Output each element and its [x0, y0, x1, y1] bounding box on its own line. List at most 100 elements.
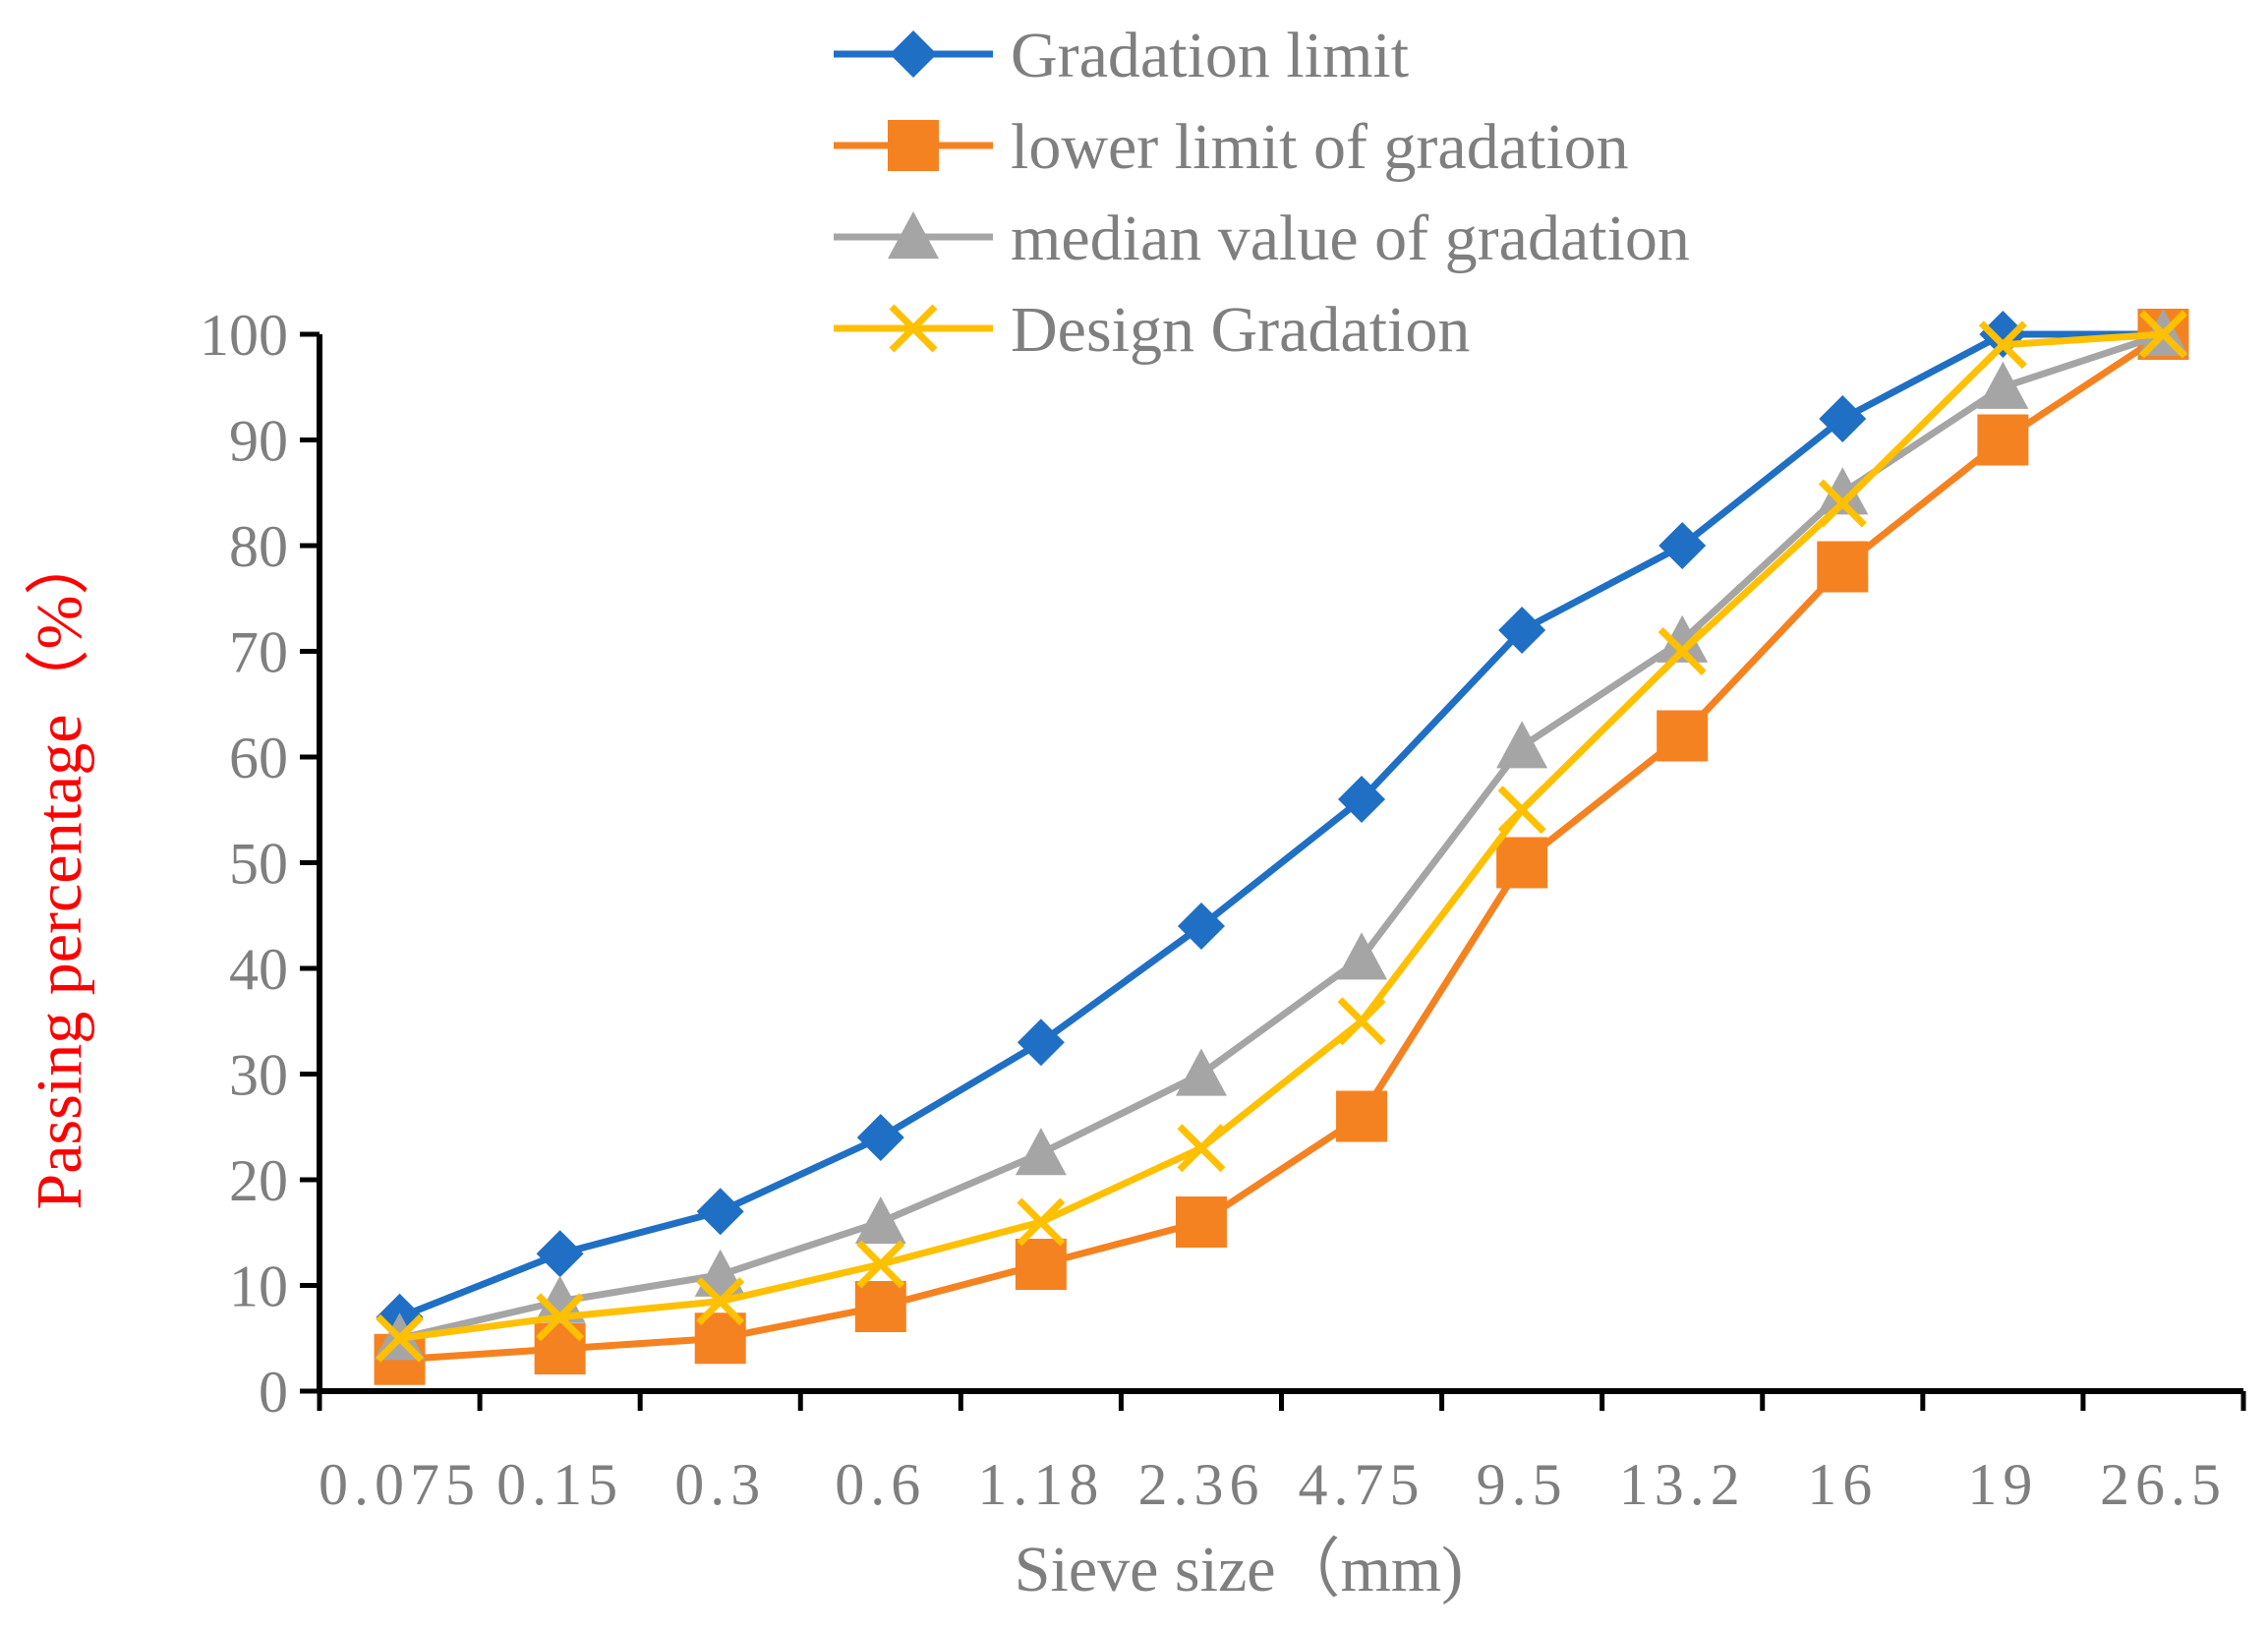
y-tick-label: 40 [229, 937, 288, 1002]
data-point-design-gradation-stroke [2138, 310, 2187, 359]
data-point-design-gradation [1017, 1197, 1066, 1247]
data-point-design-gradation [856, 1240, 905, 1289]
data-point-lower-limit-of-gradation [1336, 1090, 1388, 1142]
legend-item-lower-limit-of-gradation: lower limit of gradation [834, 111, 1629, 183]
data-point-lower-limit-of-gradation [1496, 837, 1548, 889]
data-point-design-gradation-stroke [1337, 997, 1386, 1046]
x-tick-label: 0.6 [835, 1452, 926, 1517]
x-tick-label: 2.36 [1137, 1452, 1264, 1517]
data-point-gradation-limit [856, 1114, 904, 1161]
data-point-design-gradation [1978, 321, 2027, 370]
x-tick-label: 4.75 [1299, 1452, 1425, 1517]
data-point-design-gradation-stroke [376, 1313, 425, 1363]
series-median-value-of-gradation [374, 309, 2189, 1361]
data-point-design-gradation [536, 1293, 585, 1342]
series-line-design-gradation [399, 330, 2164, 1342]
x-tick-label: 0.3 [674, 1452, 766, 1517]
legend-item-median-value-of-gradation: median value of gradation [834, 203, 1690, 274]
data-point-gradation-limit [1498, 607, 1546, 654]
series-lower-limit-of-gradation [374, 309, 2189, 1385]
data-point-gradation-limit [536, 1230, 584, 1278]
x-tick-label: 13.2 [1619, 1452, 1746, 1517]
data-point-gradation-limit [1017, 1019, 1065, 1067]
y-tick-label: 10 [229, 1254, 288, 1319]
data-point-lower-limit-of-gradation [854, 1281, 906, 1332]
legend-label: median value of gradation [1011, 203, 1690, 274]
data-point-median-value-of-gradation [1175, 1048, 1227, 1096]
data-point-median-value-of-gradation [1657, 614, 1709, 663]
tick-labels: 0 10 20 30 40 50 60 70 80 90 100 0.075 0.15 0.3 0.6 1.1… [200, 303, 2246, 1517]
legend-marker-median-value-of-gradation [888, 211, 939, 260]
x-tick-label: 9.5 [1477, 1452, 1568, 1517]
data-point-gradation-limit [1177, 903, 1225, 950]
x-tick-label: 0.15 [496, 1452, 623, 1517]
x-tick-label: 0.075 [319, 1452, 481, 1517]
data-point-median-value-of-gradation [1817, 467, 1869, 515]
data-point-design-gradation [1337, 997, 1386, 1046]
data-point-design-gradation [376, 1313, 425, 1363]
data-point-median-value-of-gradation [854, 1196, 906, 1245]
data-point-design-gradation [2138, 310, 2187, 359]
series-group [374, 309, 2189, 1385]
x-tick-label: 16 [1807, 1452, 1878, 1517]
y-tick-label: 30 [229, 1043, 288, 1108]
legend-item-gradation-limit: Gradation limit [834, 20, 1409, 91]
data-point-median-value-of-gradation [1336, 932, 1388, 980]
data-point-design-gradation [1818, 479, 1867, 528]
data-point-median-value-of-gradation [1977, 361, 2029, 409]
data-point-gradation-limit [1819, 395, 1867, 442]
y-tick-label: 20 [229, 1148, 288, 1213]
data-point-design-gradation-stroke [1017, 1197, 1066, 1247]
series-line-median-value-of-gradation [398, 330, 2165, 1342]
legend-label: lower limit of gradation [1011, 111, 1629, 183]
data-point-gradation-limit [1338, 776, 1386, 823]
y-tick-label: 100 [200, 303, 288, 368]
legend-marker-gradation-limit [890, 30, 937, 78]
data-point-design-gradation-stroke [536, 1293, 585, 1342]
data-point-lower-limit-of-gradation [1657, 710, 1709, 762]
legend-marker-lower-limit-of-gradation [888, 120, 939, 171]
data-point-median-value-of-gradation [1015, 1128, 1067, 1176]
x-axis-title: Sieve size（mm) [1015, 1534, 1463, 1605]
data-point-median-value-of-gradation [694, 1249, 746, 1297]
legend-item-design-gradation: Design Gradation [834, 294, 1470, 366]
x-tick-label: 19 [1967, 1452, 2038, 1517]
legend-marker-design-gradation-stroke [889, 304, 938, 353]
data-point-design-gradation-stroke [1177, 1124, 1226, 1173]
x-tick-label: 26.5 [2100, 1452, 2227, 1517]
data-point-median-value-of-gradation [534, 1275, 586, 1323]
data-point-design-gradation-stroke [696, 1277, 745, 1326]
data-point-lower-limit-of-gradation [1977, 414, 2029, 466]
data-point-median-value-of-gradation [1496, 721, 1548, 769]
data-point-design-gradation [1497, 786, 1546, 835]
data-point-gradation-limit [1979, 311, 2027, 358]
y-axis-title: Passing percentage（%） [24, 531, 95, 1210]
data-point-design-gradation-stroke [856, 1240, 905, 1289]
data-point-design-gradation [696, 1277, 745, 1326]
data-point-design-gradation-stroke [1657, 627, 1707, 675]
data-point-design-gradation-stroke [1978, 321, 2027, 370]
y-tick-label: 90 [229, 409, 288, 474]
data-point-lower-limit-of-gradation [1817, 541, 1869, 593]
data-point-gradation-limit [696, 1188, 744, 1236]
data-point-design-gradation [1177, 1124, 1226, 1173]
legend-marker-design-gradation [889, 304, 938, 353]
y-tick-label: 80 [229, 514, 288, 579]
y-tick-label: 70 [229, 620, 288, 685]
y-tick-label: 0 [259, 1360, 288, 1425]
data-point-lower-limit-of-gradation [1175, 1196, 1227, 1248]
y-tick-label: 60 [229, 726, 288, 790]
data-point-design-gradation [1657, 627, 1707, 675]
y-tick-label: 50 [229, 832, 288, 897]
series-line-lower-limit-of-gradation [399, 331, 2166, 1364]
data-point-design-gradation-stroke [1497, 786, 1546, 835]
legend-label: Gradation limit [1011, 20, 1409, 91]
series-gradation-limit [376, 311, 2187, 1341]
data-point-gradation-limit [1658, 522, 1707, 569]
legend: Gradation limit lower limit of gradation m… [834, 20, 1690, 366]
series-design-gradation [376, 310, 2187, 1363]
data-point-design-gradation-stroke [1818, 479, 1867, 528]
x-tick-label: 1.18 [977, 1452, 1104, 1517]
